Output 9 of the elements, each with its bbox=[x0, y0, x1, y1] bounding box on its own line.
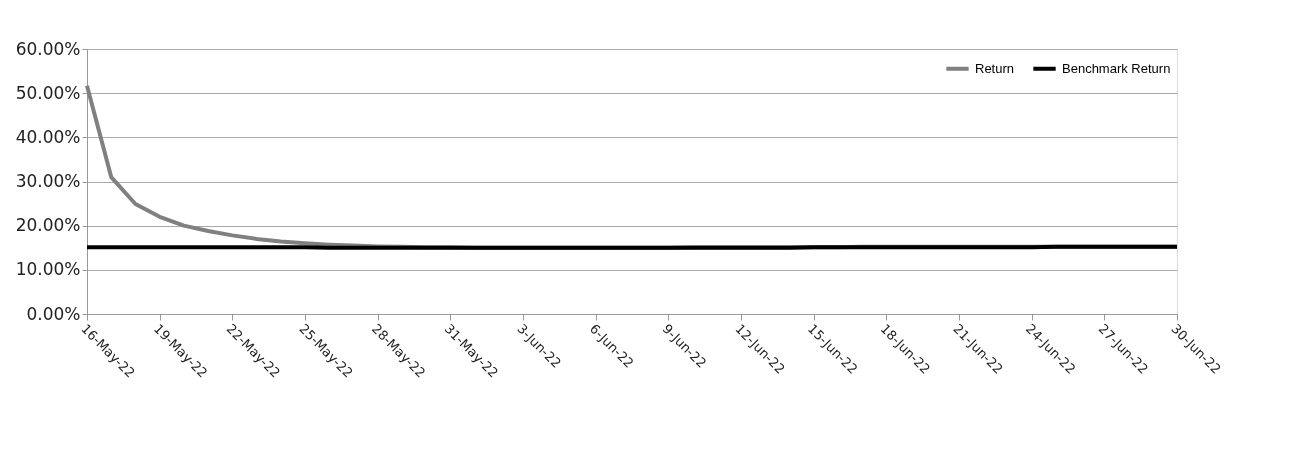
y-tick-label: 20.00% bbox=[15, 215, 81, 236]
y-tick-label: 30.00% bbox=[15, 171, 81, 191]
y-tick-label: 40.00% bbox=[15, 126, 81, 147]
y-tick-label: 50.00% bbox=[15, 82, 81, 103]
y-tick-label: 60.00% bbox=[15, 38, 81, 59]
legend-label: Benchmark Return bbox=[1062, 60, 1171, 76]
y-tick-label: 0.00% bbox=[26, 303, 81, 324]
legend-label: Return bbox=[975, 60, 1015, 76]
y-tick-label: 10.00% bbox=[15, 259, 81, 280]
